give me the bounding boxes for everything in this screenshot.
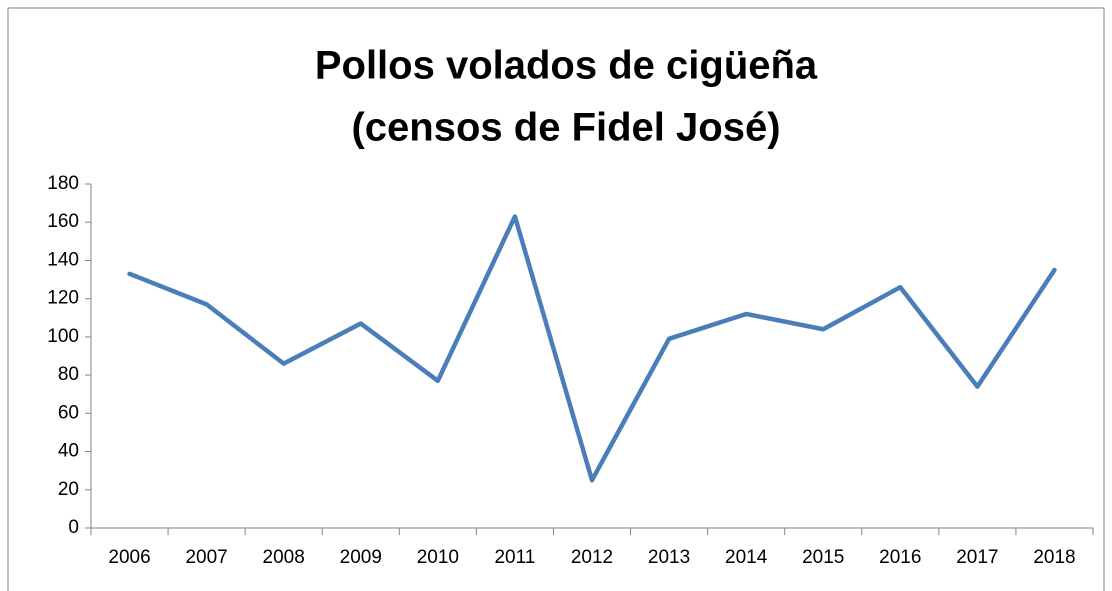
x-tick-label: 2008 [263,547,305,568]
y-tick-label: 140 [47,249,79,270]
x-tick-label: 2015 [802,547,844,568]
y-tick-label: 180 [47,173,79,194]
x-tick-label: 2014 [725,547,768,568]
x-tick-label: 2012 [571,547,613,568]
x-tick-label: 2009 [340,547,382,568]
x-tick-label: 2010 [417,547,459,568]
x-tick-label: 2018 [1033,547,1075,568]
y-tick-label: 100 [47,326,79,347]
x-tick-label: 2016 [879,547,921,568]
x-tick-label: 2007 [185,547,227,568]
y-tick-label: 0 [68,517,79,538]
x-tick-label: 2017 [956,547,998,568]
y-tick-label: 80 [58,364,79,385]
y-tick-label: 40 [58,441,79,462]
x-tick-label: 2006 [108,547,150,568]
data-line [127,214,1057,483]
y-tick-label: 20 [58,479,79,500]
chart-frame [7,7,1105,591]
x-tick-label: 2011 [494,547,535,568]
y-tick-label: 60 [58,402,79,423]
y-tick-label: 160 [47,211,79,232]
x-tick-label: 2013 [648,547,690,568]
y-tick-label: 120 [47,288,79,309]
chart-title: Pollos volados de cigüeña [315,44,818,88]
chart-subtitle: (censos de Fidel José) [351,106,780,150]
